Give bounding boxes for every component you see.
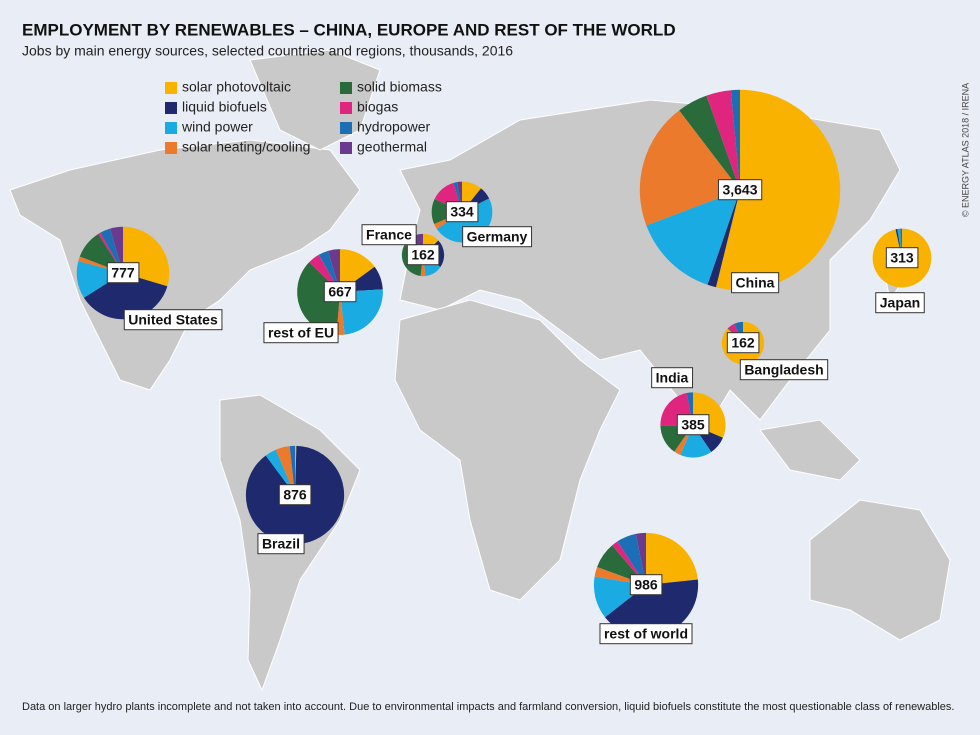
pie-slice <box>639 110 740 226</box>
name-box <box>875 292 925 314</box>
legend-swatch <box>165 102 177 114</box>
pie-name: Germany <box>467 229 528 245</box>
pie-name: United States <box>128 312 218 328</box>
name-box <box>263 322 339 344</box>
pie-slice <box>110 226 123 273</box>
total-box <box>717 179 763 201</box>
pie-name: India <box>656 370 689 386</box>
total-box <box>323 281 357 303</box>
legend-label: liquid biofuels <box>182 99 267 115</box>
pie-slice <box>420 255 426 277</box>
pie-slice <box>646 190 740 285</box>
pie-total: 162 <box>731 335 755 351</box>
pie-slice <box>83 273 168 320</box>
legend-label: geothermal <box>357 139 427 155</box>
legend-swatch <box>165 82 177 94</box>
legend-swatch <box>165 142 177 154</box>
pie-slice <box>715 89 841 291</box>
name-box <box>739 359 829 381</box>
pie-slice <box>336 292 345 335</box>
legend-swatch <box>340 82 352 94</box>
pie-total: 162 <box>411 247 435 263</box>
total-box <box>278 484 312 506</box>
name-box <box>651 367 694 389</box>
pie-total: 385 <box>681 417 705 433</box>
total-box <box>445 201 479 223</box>
legend-swatch <box>340 102 352 114</box>
pie-slice <box>635 532 646 585</box>
pie-slice <box>295 445 297 495</box>
subtitle: Jobs by main energy sources, selected co… <box>22 43 513 59</box>
pie-total: 986 <box>634 577 658 593</box>
total-box <box>885 247 919 269</box>
pie-slice <box>730 89 740 190</box>
name-box <box>123 309 223 331</box>
pie-slice <box>100 228 123 273</box>
pie-total: 876 <box>283 487 307 503</box>
legend-label: solar heating/cooling <box>182 139 310 155</box>
pie-name: France <box>366 227 412 243</box>
pie-total: 667 <box>328 284 352 300</box>
pie-slice <box>612 541 646 585</box>
pie-slice <box>275 446 295 495</box>
total-box <box>406 244 440 266</box>
credit: © ENERGY ATLAS 2018 / IRENA <box>960 83 970 217</box>
pie-slice <box>707 190 740 288</box>
pie-slice <box>646 532 698 585</box>
legend-swatch <box>340 122 352 134</box>
name-box <box>731 272 780 294</box>
title: EMPLOYMENT BY RENEWABLES – CHINA, EUROPE… <box>22 20 676 39</box>
legend-label: wind power <box>181 119 253 135</box>
pie-name: rest of world <box>604 626 688 642</box>
pie-slice <box>680 425 712 458</box>
legend-label: hydropower <box>357 119 430 135</box>
pie-slice <box>617 533 646 585</box>
pie-name: Japan <box>880 295 920 311</box>
pie-slice <box>706 90 740 190</box>
total-box <box>629 574 663 596</box>
total-box <box>106 262 140 284</box>
name-box <box>599 623 693 645</box>
legend-label: solid biomass <box>357 79 442 95</box>
name-box <box>361 224 417 246</box>
legend-label: solar photovoltaic <box>182 79 291 95</box>
pie-slice <box>679 95 740 190</box>
pie-name: Brazil <box>262 536 300 552</box>
legend-swatch <box>165 122 177 134</box>
pie-slice <box>605 579 699 638</box>
pie-total: 313 <box>890 250 914 266</box>
pie-name: China <box>736 275 775 291</box>
legend-label: biogas <box>357 99 398 115</box>
total-box <box>726 332 760 354</box>
pie-slice <box>265 449 295 495</box>
pie-slice <box>297 262 340 335</box>
name-box <box>462 226 533 248</box>
pie-total: 777 <box>111 265 135 281</box>
pie-slice <box>289 445 295 495</box>
name-box <box>257 533 305 555</box>
pie-name: Bangladesh <box>744 362 823 378</box>
pie-name: rest of EU <box>268 325 334 341</box>
pie-total: 3,643 <box>722 182 757 198</box>
pie-total: 334 <box>450 204 474 220</box>
legend-swatch <box>340 142 352 154</box>
total-box <box>676 414 710 436</box>
footnote: Data on larger hydro plants incomplete a… <box>22 701 954 713</box>
